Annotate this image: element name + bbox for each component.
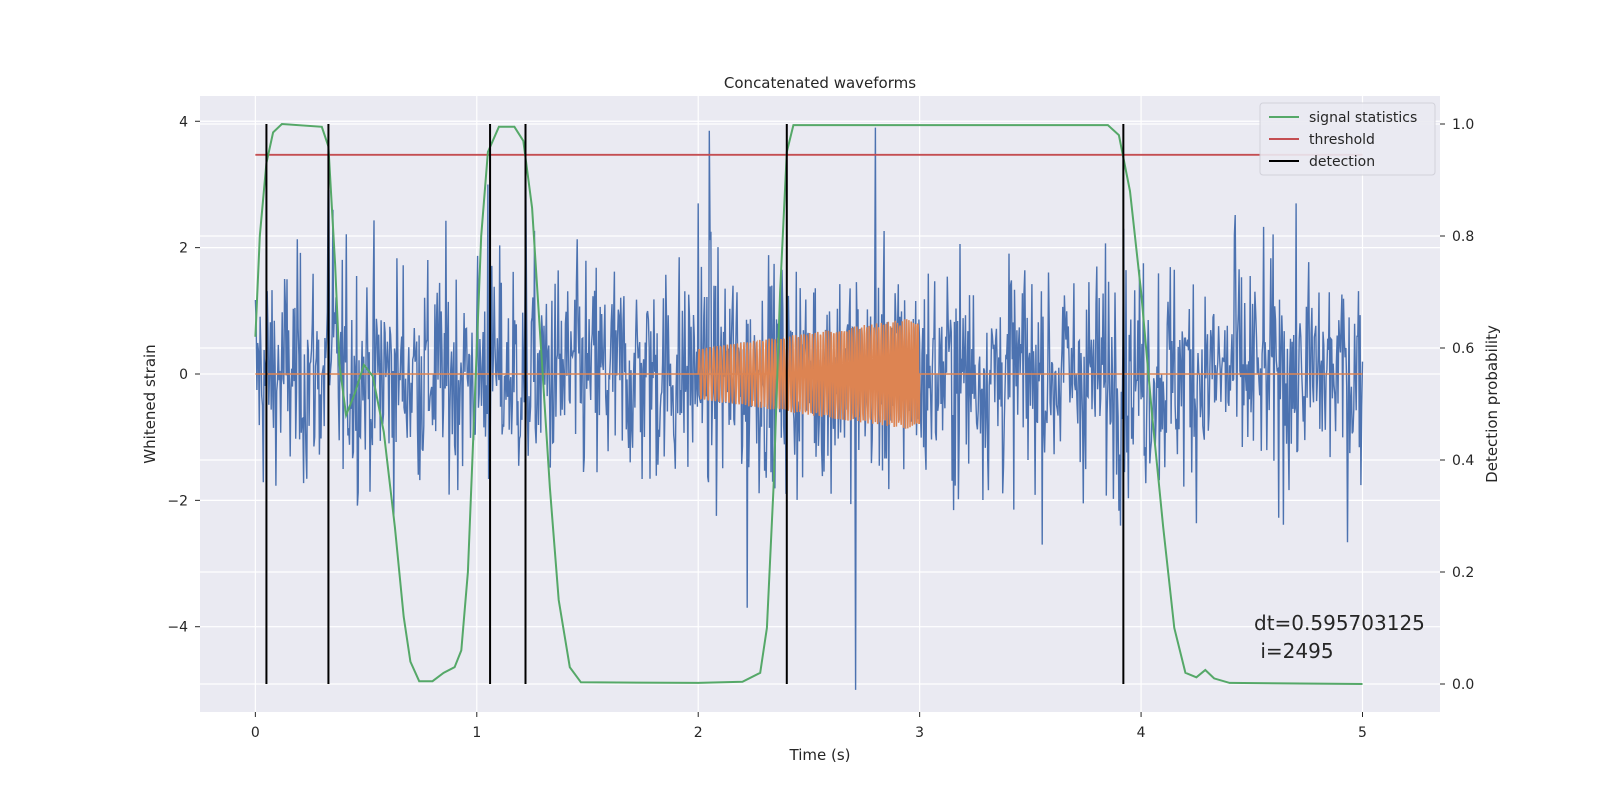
template-chirp-line bbox=[697, 319, 921, 429]
axes-layer: 0 1 2 3 4 5 −4 −2 0 2 4 0.0 0.2 0.4 0.6 0.8 1.0 bbox=[167, 114, 1474, 741]
y-tick-label-right: 0.4 bbox=[1452, 453, 1474, 469]
x-tick-label: 0 bbox=[251, 725, 260, 741]
y-tick-label-left: −2 bbox=[167, 493, 188, 509]
y-axis-label-left: Whitened strain bbox=[141, 344, 159, 463]
annotation-dt: dt=0.595703125 bbox=[1254, 611, 1425, 635]
annotation-i: i=2495 bbox=[1254, 639, 1334, 663]
y-tick-label-left: 2 bbox=[179, 241, 188, 257]
x-tick-label: 1 bbox=[472, 725, 481, 741]
legend: signal statistics threshold detection bbox=[1259, 102, 1436, 176]
x-tick-label: 4 bbox=[1137, 725, 1146, 741]
x-tick-label: 3 bbox=[915, 725, 924, 741]
legend-box bbox=[1259, 102, 1436, 176]
y-tick-label-right: 0.6 bbox=[1452, 341, 1474, 357]
chart-title: Concatenated waveforms bbox=[724, 74, 916, 92]
y-tick-label-right: 0.8 bbox=[1452, 229, 1474, 245]
x-tick-label: 5 bbox=[1358, 725, 1367, 741]
y-tick-label-left: −4 bbox=[167, 620, 188, 636]
signal-statistics-line bbox=[254, 122, 1363, 685]
legend-label-threshold: threshold bbox=[1309, 132, 1375, 148]
y-tick-label-right: 1.0 bbox=[1452, 117, 1474, 133]
y-tick-label-left: 4 bbox=[179, 114, 188, 130]
legend-label-signal-statistics: signal statistics bbox=[1309, 110, 1417, 126]
legend-label-detection: detection bbox=[1309, 154, 1375, 170]
x-axis-label: Time (s) bbox=[789, 746, 851, 764]
y-tick-label-right: 0.0 bbox=[1452, 677, 1474, 693]
series-layer bbox=[254, 122, 1364, 690]
x-tick-label: 2 bbox=[694, 725, 703, 741]
y-tick-label-right: 0.2 bbox=[1452, 565, 1474, 581]
y-axis-label-right: Detection probability bbox=[1483, 325, 1501, 483]
y-tick-label-left: 0 bbox=[179, 367, 188, 383]
